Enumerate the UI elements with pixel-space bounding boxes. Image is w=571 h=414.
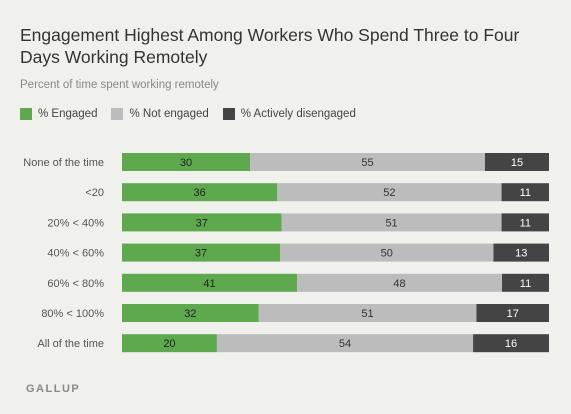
bar-segment-engaged (122, 213, 282, 232)
bar-segment-actively-disengaged (473, 334, 549, 353)
data-label-not-engaged: 52 (383, 187, 395, 199)
data-label-engaged: 32 (184, 308, 196, 320)
data-label-actively-disengaged: 13 (515, 248, 527, 260)
data-label-actively-disengaged: 11 (520, 217, 531, 229)
legend-item-not-engaged: % Not engaged (111, 108, 209, 120)
data-label-engaged: 20 (163, 338, 175, 350)
bar-segment-actively-disengaged (484, 153, 549, 171)
data-label-actively-disengaged: 15 (511, 157, 523, 169)
data-label-not-engaged: 50 (381, 248, 393, 260)
bar-segment-engaged (122, 273, 298, 292)
gallup-logo-text: GALLUP (26, 383, 81, 395)
bar-segment-not-engaged (297, 273, 503, 292)
data-label-actively-disengaged: 11 (520, 278, 531, 290)
legend-label-actively-disengaged: % Actively disengaged (240, 108, 356, 120)
bar-segment-engaged (122, 304, 259, 322)
category-label: All of the time (37, 338, 104, 350)
data-label-engaged: 30 (180, 157, 192, 169)
data-label-engaged: 37 (195, 248, 207, 260)
bar-segment-actively-disengaged (502, 273, 549, 292)
legend-label-engaged: % Engaged (38, 108, 98, 120)
chart-subtitle: Percent of time spent working remotely (20, 79, 219, 91)
legend-swatch-not-engaged (111, 108, 124, 120)
legend-swatch-engaged (20, 108, 32, 120)
legend-item-actively-disengaged: % Actively disengaged (222, 108, 356, 120)
data-label-engaged: 36 (194, 187, 206, 199)
legend-item-engaged: % Engaged (20, 108, 97, 120)
bar-segment-not-engaged (279, 243, 494, 262)
data-label-not-engaged: 55 (361, 157, 373, 169)
data-label-not-engaged: 48 (393, 278, 405, 290)
bar-segment-actively-disengaged (501, 183, 549, 202)
bar-segment-engaged (122, 153, 251, 171)
bar-segment-not-engaged (277, 183, 502, 202)
category-label: None of the time (23, 157, 104, 169)
bar-segment-engaged (122, 243, 280, 262)
data-label-engaged: 41 (203, 278, 215, 290)
bar-segment-actively-disengaged (493, 243, 549, 262)
category-label: 40% < 60% (47, 248, 104, 260)
data-label-not-engaged: 51 (361, 308, 373, 320)
chart-title: Engagement Highest Among Workers Who Spe… (20, 25, 520, 67)
data-label-actively-disengaged: 11 (520, 187, 531, 199)
data-label-not-engaged: 54 (339, 338, 351, 350)
data-label-actively-disengaged: 17 (507, 308, 519, 320)
bar-segment-actively-disengaged (476, 304, 549, 322)
bar-segment-not-engaged (250, 153, 485, 171)
legend-swatch-actively-disengaged (222, 108, 235, 120)
bar-segment-not-engaged (258, 304, 477, 322)
category-label: <20 (85, 187, 104, 199)
legend-label-not-engaged: % Not engaged (129, 108, 209, 120)
category-label: 20% < 40% (47, 217, 104, 229)
legend: % Engaged % Not engaged % Actively disen… (20, 108, 370, 120)
bar-segment-not-engaged (216, 334, 474, 353)
bar-segment-engaged (122, 334, 217, 353)
bar-segment-not-engaged (281, 213, 502, 232)
data-label-engaged: 37 (196, 217, 208, 229)
bar-segment-engaged (122, 183, 278, 202)
bar-segment-actively-disengaged (501, 213, 549, 232)
category-label: 60% < 80% (47, 278, 104, 290)
data-label-not-engaged: 51 (385, 217, 397, 229)
category-label: 80% < 100% (41, 308, 104, 320)
data-label-actively-disengaged: 16 (505, 338, 517, 350)
